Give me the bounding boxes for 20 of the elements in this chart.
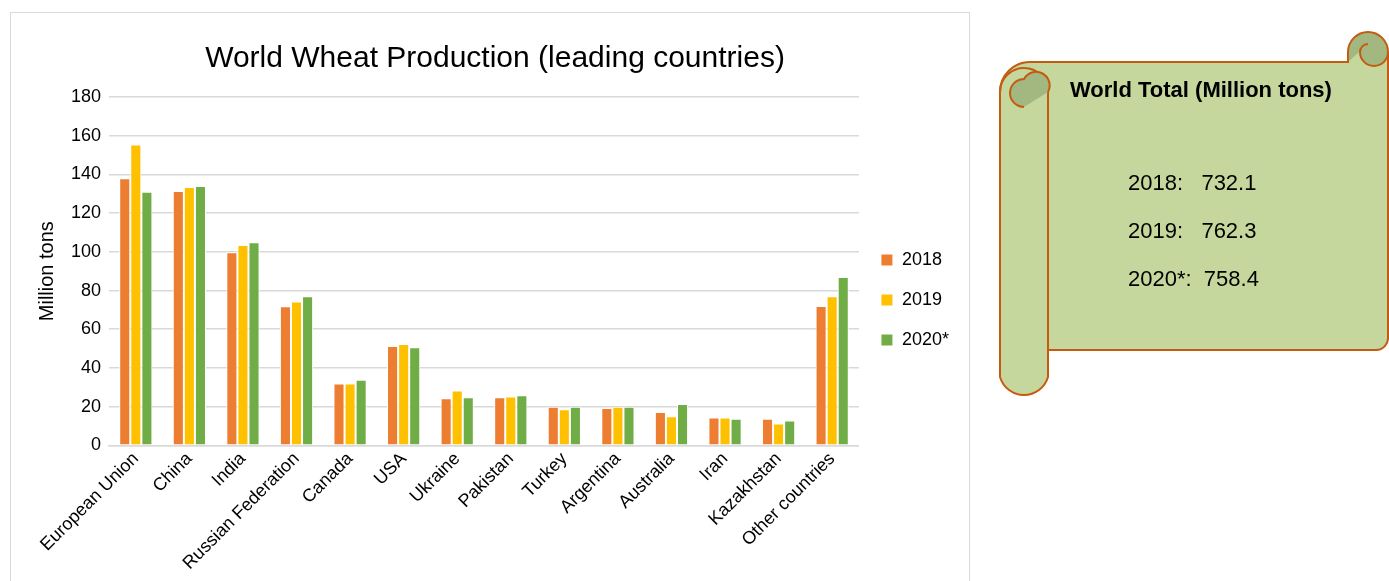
text: 2019: 762.3	[1128, 218, 1257, 244]
legend-label: 2020*	[901, 328, 950, 349]
y-tick-label: 20	[81, 395, 102, 416]
text: 2020*: 758.4	[1128, 266, 1259, 292]
y-tick-label: 60	[81, 318, 102, 339]
y-tick-label: 180	[70, 85, 102, 106]
text: 2018: 732.1	[1128, 170, 1257, 196]
y-tick-label: 40	[81, 356, 102, 377]
y-tick-label: 160	[70, 124, 102, 145]
y-tick-label: 80	[81, 279, 102, 300]
y-tick-label: 120	[70, 202, 102, 223]
x-tick-label: USA	[369, 448, 410, 489]
legend-label: 2018	[901, 248, 942, 269]
y-axis-title: Million tons	[34, 221, 57, 322]
legend-label: 2019	[901, 288, 942, 309]
chart-title: World Wheat Production (leading countries)	[205, 40, 785, 74]
y-tick-label: 0	[91, 434, 102, 455]
y-tick-label: 100	[70, 240, 102, 261]
text: World Total (Million tons)	[1070, 76, 1333, 103]
y-tick-label: 140	[70, 163, 102, 184]
